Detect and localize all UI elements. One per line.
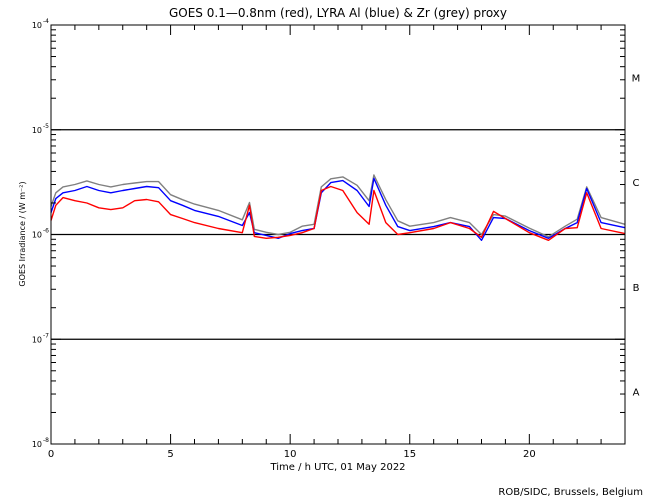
x-tick-label: 10	[284, 449, 297, 460]
grid-lines	[51, 129, 625, 340]
flare-class-label: B	[633, 283, 640, 294]
x-tick-label: 5	[167, 449, 173, 460]
series-line-lyra-al-proxy	[50, 177, 626, 242]
flare-class-label: C	[633, 178, 640, 189]
series-line-lyra-zr-proxy	[50, 174, 626, 238]
y-tick-label: 10	[32, 440, 42, 449]
x-tick-label: 0	[48, 449, 54, 460]
y-tick-exponent: -8	[43, 437, 49, 444]
series-line-goes-0-1-0-8nm	[50, 185, 626, 242]
credit-text: ROB/SIDC, Brussels, Belgium	[498, 487, 643, 498]
y-tick-label: 10	[32, 335, 42, 344]
y-axis-label: GOES Irradiance / (W m⁻²)	[18, 181, 27, 286]
x-tick-label: 20	[523, 449, 536, 460]
chart-title: GOES 0.1—0.8nm (red), LYRA Al (blue) & Z…	[169, 6, 507, 20]
y-tick-exponent: -7	[43, 332, 49, 339]
series-group	[50, 174, 626, 242]
y-tick-exponent: -4	[43, 18, 49, 25]
y-tick-label: 10	[32, 231, 42, 240]
y-tick-exponent: -6	[43, 228, 49, 235]
flare-class-label: A	[633, 388, 640, 399]
x-axis-label: Time / h UTC, 01 May 2022	[269, 462, 405, 473]
y-tick-exponent: -5	[43, 123, 49, 130]
x-tick-label: 15	[403, 449, 416, 460]
y-tick-label: 10	[32, 21, 42, 30]
y-tick-label: 10	[32, 126, 42, 135]
flare-class-label: M	[632, 73, 641, 84]
